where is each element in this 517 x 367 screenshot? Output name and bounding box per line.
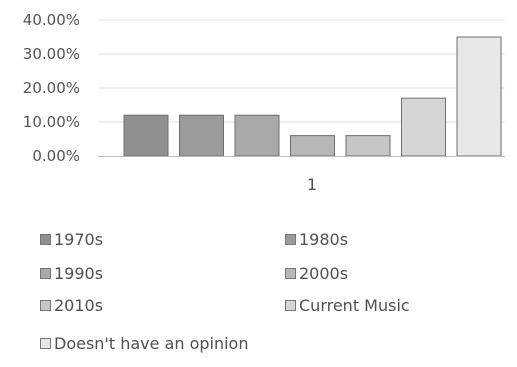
y-axis-tick-labels: 0.00% 10.00% 20.00% 30.00% 40.00% (23, 11, 80, 165)
legend-label: 1980s (299, 230, 349, 249)
y-tick-label: 20.00% (23, 79, 80, 97)
x-axis-category-label: 1 (307, 175, 317, 194)
legend-label: Current Music (299, 296, 410, 315)
legend-swatch (40, 300, 51, 311)
legend-swatch (285, 234, 296, 245)
legend-item: 2000s (285, 264, 348, 283)
y-tick-label: 30.00% (23, 45, 80, 63)
bar-1990s (234, 114, 280, 157)
bar-1980s (179, 114, 224, 157)
legend-label: Doesn't have an opinion (54, 334, 249, 353)
y-tick-label: 0.00% (32, 147, 80, 165)
legend-item: 2010s (40, 296, 103, 315)
legend-label: 1990s (54, 264, 104, 283)
legend-swatch (40, 338, 51, 349)
legend-swatch (40, 234, 51, 245)
legend-item: 1980s (285, 230, 348, 249)
legend-label: 2010s (54, 296, 104, 315)
bar-current-music (401, 97, 446, 157)
legend-item: 1970s (40, 230, 103, 249)
legend-label: 1970s (54, 230, 104, 249)
legend-swatch (285, 300, 296, 311)
y-tick-label: 10.00% (23, 113, 80, 131)
legend-swatch (285, 268, 296, 279)
legend-item: Current Music (285, 296, 410, 315)
legend-item: 1990s (40, 264, 103, 283)
legend-label: 2000s (299, 264, 349, 283)
y-tick-label: 40.00% (23, 11, 80, 29)
legend-item: Doesn't have an opinion (40, 334, 248, 353)
legend-swatch (40, 268, 51, 279)
bars (123, 36, 502, 157)
bar-doesn-t-have-an-opinion (456, 36, 502, 157)
